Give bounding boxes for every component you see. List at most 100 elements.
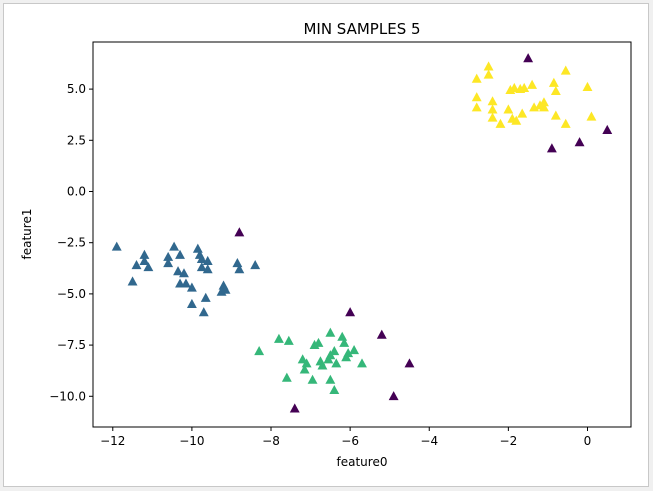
y-tick-label: 5.0 [67,82,86,96]
triangle-marker [202,264,213,274]
triangle-marker [337,331,348,341]
chart-title: MIN SAMPLES 5 [303,20,420,38]
triangle-marker [169,241,180,251]
triangle-marker [307,374,318,384]
triangle-marker [232,257,243,268]
triangle-marker [582,81,593,91]
triangle-marker [602,124,613,134]
triangle-marker [317,360,328,370]
triangle-marker [131,260,142,270]
triangle-marker [143,262,154,272]
triangle-marker [509,82,520,92]
triangle-marker [196,253,207,263]
triangle-marker [331,358,342,368]
triangle-marker [301,358,312,368]
triangle-marker [357,358,367,368]
plot-area [92,41,632,428]
triangle-marker [495,118,506,128]
triangle-marker [198,307,209,317]
x-tick-label: 0 [584,434,592,448]
triangle-marker [345,307,356,317]
triangle-marker [560,118,571,128]
y-tick-label: 0.0 [67,184,86,198]
x-tick-label: −12 [100,434,125,448]
triangle-marker [325,327,336,337]
x-tick-label: −2 [500,434,518,448]
triangle-marker [404,358,415,368]
x-axis-ticks: −12 −10 −8 −6 −4 −2 0 [100,427,591,448]
triangle-marker [388,391,399,401]
triangle-marker [519,82,530,92]
y-tick-label: −2.5 [57,236,86,250]
triangle-marker [483,69,494,79]
triangle-marker [487,112,498,122]
triangle-marker [560,65,571,75]
triangle-marker [339,337,350,347]
triangle-marker [329,346,340,356]
triangle-marker [550,110,561,120]
y-axis-label: feature1 [20,209,34,260]
triangle-marker [254,346,265,356]
triangle-marker [127,276,138,286]
triangle-marker [139,249,150,259]
x-axis-label: feature0 [337,455,388,469]
triangle-marker [376,329,387,339]
scatter-chart: MIN SAMPLES 5 feature0 feature1 −12 −10 −8… [20,20,632,469]
triangle-marker [173,266,183,276]
triangle-marker [175,249,185,259]
triangle-marker [539,97,549,107]
triangle-marker [586,111,597,121]
triangle-marker [250,260,261,270]
triangle-marker [186,282,197,292]
triangle-marker [163,257,174,268]
triangle-marker [299,364,310,374]
triangle-marker [483,61,494,71]
triangle-marker [349,345,360,355]
triangle-marker [202,255,213,266]
triangle-marker [471,102,482,112]
triangle-marker [487,104,498,114]
triangle-marker [163,251,174,261]
triangle-marker [550,85,561,96]
triangle-marker [325,374,336,384]
triangle-marker [517,108,528,118]
y-axis-ticks: −10.0 −7.5 −5.0 −2.5 0.0 2.5 5.0 [49,82,93,403]
triangle-marker [503,104,514,114]
triangle-marker [111,241,122,251]
triangle-marker [283,335,294,345]
triangle-marker [234,264,245,274]
triangle-marker [313,337,324,347]
triangle-marker [487,96,498,106]
triangle-marker [234,227,245,237]
triangle-marker [179,268,189,278]
triangle-marker [471,73,482,83]
triangle-marker [329,384,340,395]
triangle-marker [546,143,557,153]
triangle-marker [220,284,231,294]
data-markers [111,53,613,413]
triangle-marker [523,53,534,63]
triangle-marker [139,255,150,266]
triangle-marker [471,92,482,102]
triangle-marker [539,102,549,112]
triangle-marker [289,403,300,413]
triangle-marker [511,115,522,125]
triangle-marker [181,278,191,288]
y-tick-label: 2.5 [67,133,86,147]
x-tick-label: −4 [420,434,438,448]
triangle-marker [192,243,203,253]
figure-window: MIN SAMPLES 5 feature0 feature1 −12 −10 −8… [3,3,649,487]
triangle-marker [196,262,207,272]
triangle-marker [200,292,211,302]
triangle-marker [297,354,308,364]
x-tick-label: −10 [179,434,204,448]
triangle-marker [186,298,197,309]
triangle-marker [341,352,352,362]
x-tick-label: −6 [341,434,359,448]
triangle-marker [273,333,284,343]
triangle-marker [527,79,538,89]
triangle-marker [281,372,292,382]
triangle-marker [574,137,585,147]
y-tick-label: −10.0 [49,389,86,403]
y-tick-label: −5.0 [57,287,86,301]
